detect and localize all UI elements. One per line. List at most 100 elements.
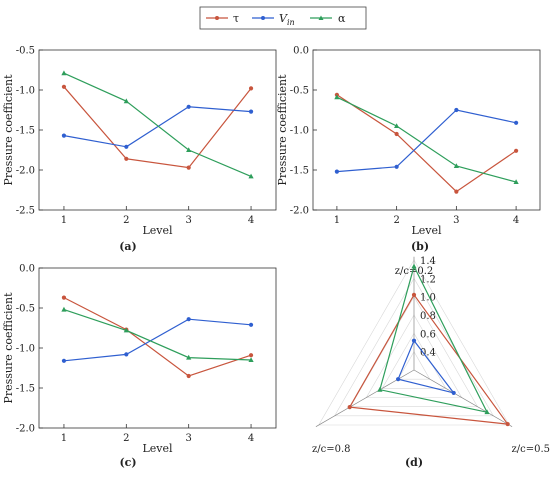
series-line-alpha bbox=[63, 309, 252, 361]
y-tick-label: -2.0 bbox=[16, 166, 35, 177]
series-line-vin bbox=[63, 106, 252, 148]
series-line-tau bbox=[63, 86, 252, 169]
x-tick-label: 4 bbox=[248, 215, 254, 226]
legend-marker-tau bbox=[215, 16, 219, 20]
radar-tick-label: 0.6 bbox=[420, 329, 436, 340]
y-axis-label: Pressure coefficient bbox=[2, 292, 15, 404]
series-line-tau bbox=[63, 297, 252, 377]
data-point-tau bbox=[394, 131, 399, 137]
legend-label-vin: Vin bbox=[279, 12, 295, 27]
x-tick-label: 4 bbox=[513, 215, 519, 226]
plot-frame bbox=[312, 49, 541, 211]
data-point-vin bbox=[248, 322, 254, 327]
legend-label-tau: τ bbox=[233, 12, 239, 25]
panel-a: -0.5 -1.0 -1.5 -2.0 -2.5 1 2 3 4 Level Pressure co… bbox=[2, 46, 277, 253]
panel-c: 0.0 -0.5 -1.0 -1.5 -2.0 1 2 3 4 Level Pressure coe… bbox=[2, 264, 277, 469]
data-point-alpha bbox=[453, 163, 459, 168]
y-tick-label: -0.5 bbox=[16, 304, 35, 315]
data-point-vin bbox=[514, 120, 519, 125]
series-line-vin bbox=[336, 109, 517, 173]
x-tick-label: 1 bbox=[61, 215, 67, 226]
x-tick-label: 1 bbox=[334, 215, 340, 226]
radar-point-alpha bbox=[377, 386, 383, 392]
panel-label: (c) bbox=[119, 456, 136, 469]
legend-item-alpha: α bbox=[310, 12, 346, 25]
data-point-alpha bbox=[61, 70, 67, 76]
radar-point-vin bbox=[396, 377, 401, 382]
radar-point-vin bbox=[451, 390, 456, 396]
y-tick-label: -1.0 bbox=[16, 86, 35, 97]
panel-d: 0.4 0.6 0.8 1.0 1.2 1.4z/c=0.2 z/c=0.5 z/c=0.8 (… bbox=[312, 256, 550, 469]
radar-point-tau bbox=[411, 292, 417, 297]
data-point-tau bbox=[248, 86, 254, 91]
legend-label-alpha: α bbox=[338, 12, 346, 25]
x-axis-label: Level bbox=[142, 442, 173, 455]
radar-point-alpha bbox=[411, 263, 417, 269]
y-tick-label: -1.5 bbox=[290, 166, 309, 177]
data-point-alpha bbox=[123, 98, 129, 104]
data-point-vin bbox=[61, 133, 67, 138]
radar-point-tau bbox=[347, 405, 352, 410]
radar-grid-ring bbox=[365, 314, 463, 398]
data-point-alpha bbox=[61, 306, 67, 312]
data-point-vin bbox=[124, 352, 129, 357]
radar-series-alpha bbox=[379, 264, 489, 414]
data-point-vin bbox=[124, 144, 129, 149]
radar-grid-ring bbox=[318, 259, 510, 426]
data-point-alpha bbox=[186, 354, 192, 360]
y-tick-label: 0.0 bbox=[293, 46, 309, 57]
legend-item-tau: τ bbox=[206, 12, 239, 25]
legend: τ Vin α bbox=[199, 6, 367, 30]
y-axis-label: Pressure coefficient bbox=[276, 74, 289, 186]
radar-tick-label: 0.4 bbox=[420, 348, 436, 359]
x-tick-label: 3 bbox=[453, 215, 459, 226]
x-tick-label: 2 bbox=[393, 215, 399, 226]
data-point-tau bbox=[514, 148, 519, 153]
legend-marker-alpha bbox=[318, 15, 324, 20]
x-tick-label: 4 bbox=[248, 433, 254, 444]
panel-label: (a) bbox=[119, 240, 137, 253]
y-tick-label: -2.0 bbox=[290, 206, 309, 217]
plot-frame bbox=[38, 267, 277, 429]
data-point-tau bbox=[61, 295, 67, 300]
y-tick-label: 0.0 bbox=[19, 264, 35, 275]
y-tick-label: -0.5 bbox=[16, 46, 35, 57]
data-point-alpha bbox=[248, 357, 254, 362]
radar-axis-label: z/c=0.5 bbox=[511, 444, 550, 455]
series-line-alpha bbox=[63, 72, 252, 177]
y-tick-label: -1.5 bbox=[16, 126, 35, 137]
legend-label-vin-sub: in bbox=[287, 18, 295, 27]
data-point-alpha bbox=[186, 147, 192, 152]
x-axis-label: Level bbox=[142, 224, 173, 237]
radar-spoke bbox=[413, 369, 513, 427]
x-tick-label: 3 bbox=[185, 433, 191, 444]
data-point-alpha bbox=[513, 179, 519, 184]
y-tick-label: -1.0 bbox=[16, 344, 35, 355]
x-tick-label: 2 bbox=[123, 215, 129, 226]
data-point-tau bbox=[248, 353, 254, 358]
y-tick-label: -1.5 bbox=[16, 384, 35, 395]
x-tick-label: 2 bbox=[123, 433, 129, 444]
data-point-vin bbox=[248, 109, 254, 114]
legend-item-vin: Vin bbox=[252, 12, 295, 27]
x-axis-label: Level bbox=[411, 224, 442, 237]
data-point-vin bbox=[454, 107, 459, 113]
panel-label: (d) bbox=[405, 456, 423, 469]
data-point-tau bbox=[124, 156, 129, 161]
radar-point-tau bbox=[505, 421, 510, 427]
radar-grid-ring bbox=[334, 277, 494, 417]
radar-axis-label: z/c=0.8 bbox=[312, 444, 351, 455]
series-line-alpha bbox=[336, 96, 517, 183]
legend-marker-vin bbox=[261, 16, 265, 20]
radar-grid-ring bbox=[349, 296, 479, 407]
data-point-tau bbox=[454, 189, 459, 194]
data-point-tau bbox=[186, 373, 191, 379]
data-point-vin bbox=[334, 169, 339, 174]
data-point-vin bbox=[61, 358, 67, 363]
radar-tick-label: 1.4 bbox=[420, 256, 436, 267]
radar-point-alpha bbox=[484, 409, 490, 415]
radar-tick-label: 1.0 bbox=[420, 293, 436, 304]
legend-label-vin-main: V bbox=[279, 12, 288, 25]
data-point-tau bbox=[61, 84, 67, 89]
